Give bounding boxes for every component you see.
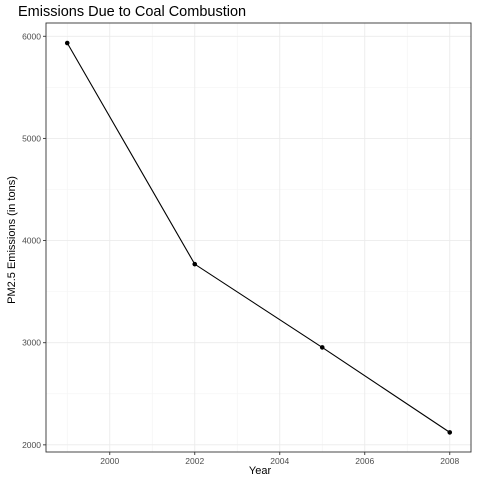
- y-tick-label: 5000: [22, 133, 41, 143]
- panel-background: [46, 23, 471, 452]
- x-axis: 2000 2002 2004 2006 2008: [100, 452, 459, 466]
- chart-title: Emissions Due to Coal Combustion: [18, 4, 246, 20]
- y-axis-title: PM2.5 Emissions (in tons): [6, 176, 18, 304]
- y-tick-label: 3000: [22, 338, 41, 348]
- x-tick-label: 2008: [440, 456, 459, 466]
- series-layer: [64, 40, 453, 435]
- y-axis: 2000 3000 4000 5000 6000: [22, 31, 46, 450]
- minor-grid: [46, 23, 471, 452]
- data-point: [447, 430, 453, 435]
- y-tick-label: 2000: [22, 440, 41, 450]
- x-axis-title: Year: [249, 465, 272, 477]
- data-point: [192, 261, 198, 267]
- series-line: [66, 42, 451, 433]
- data-point: [319, 345, 325, 350]
- major-grid: [46, 23, 471, 452]
- panel-border: [45, 22, 472, 453]
- x-tick-label: 2002: [185, 456, 204, 466]
- data-point: [64, 40, 70, 46]
- x-tick-label: 2004: [270, 456, 289, 466]
- y-tick-label: 4000: [22, 236, 41, 246]
- y-tick-label: 6000: [22, 31, 41, 41]
- x-tick-label: 2000: [100, 456, 119, 466]
- x-tick-label: 2006: [355, 456, 374, 466]
- plot-panel: [45, 22, 472, 453]
